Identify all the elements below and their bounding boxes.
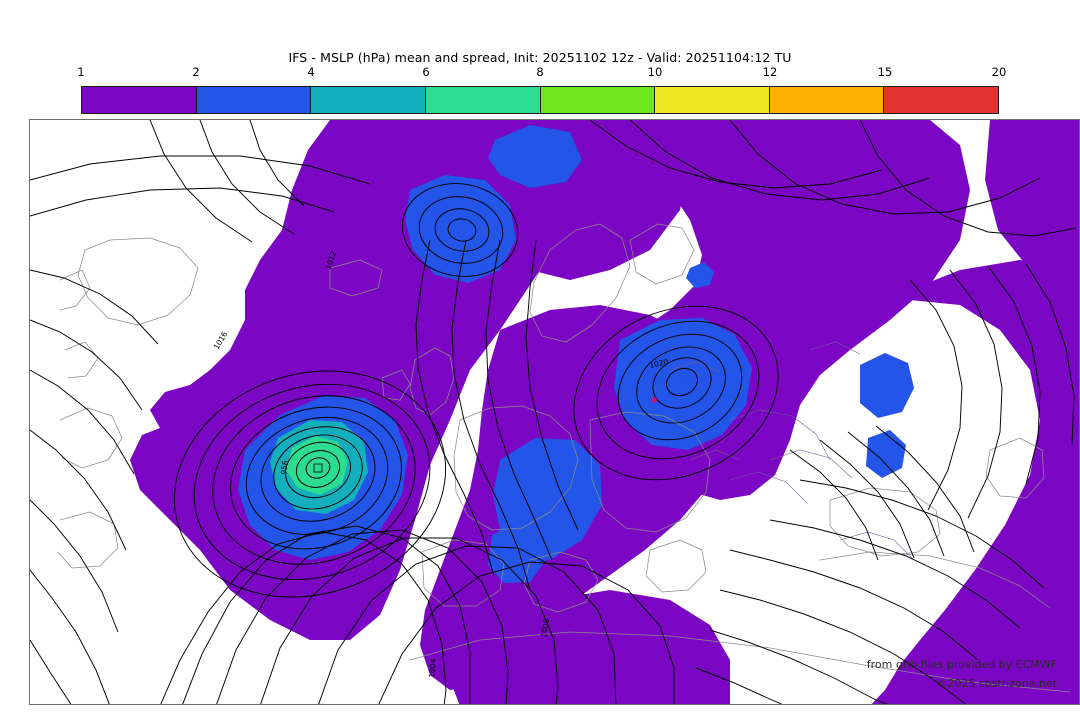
spread-core-blue-iceland: [405, 175, 516, 283]
marker-layer: [313, 397, 657, 473]
border-layer: [669, 341, 915, 561]
coastline-layer: [57, 223, 1071, 693]
colorbar-tick-2: 2: [192, 65, 200, 79]
colorbar-tick-12: 12: [762, 65, 778, 79]
credit-copyright: ©2025 sbstrizone.net: [936, 677, 1057, 690]
map-canvas: 956 1004 1008 1012 1016 1020: [30, 120, 1079, 704]
spread-shading-layer: [130, 120, 1079, 704]
colorbar-tick-15: 15: [877, 65, 893, 79]
colorbar-segment-6-8: [424, 87, 540, 113]
colorbar-tick-labels: 1 2 4 6 8 10 12 15 20: [77, 65, 1006, 83]
colorbar-segment-2-4: [195, 87, 311, 113]
isobar-contour-layer: [30, 120, 1077, 704]
spread-core-blue-baltic-dot: [686, 262, 714, 288]
colorbar-segment-4-6: [310, 87, 425, 113]
contour-label-1020: 1020: [649, 357, 670, 370]
contour-label-1008: 1008: [539, 618, 551, 639]
spread-region-purple-iberia: [450, 590, 730, 704]
colorbar-segment-10-12: [654, 87, 769, 113]
colorbar-tick-1: 1: [77, 65, 85, 79]
colorbar-segment-1-2: [82, 87, 196, 113]
page-title: IFS - MSLP (hPa) mean and spread, Init: …: [288, 50, 792, 65]
spread-region-purple-far-east: [985, 120, 1079, 290]
colorbar-segment-8-10: [539, 87, 655, 113]
spread-core-blue-north: [488, 125, 582, 188]
colorbar-tick-6: 6: [422, 65, 430, 79]
spread-core-blue-med: [488, 520, 546, 583]
colorbar-strip: [81, 86, 999, 114]
colorbar-segment-15-20: [883, 87, 998, 113]
colorbar: 1 2 4 6 8 10 12 15 20: [77, 65, 1006, 114]
colorbar-segment-12-15: [768, 87, 884, 113]
credit-source: from grib files provided by ECMWF: [866, 658, 1057, 671]
contour-label-956: 956: [279, 460, 290, 476]
low-center-box: [313, 463, 323, 473]
spread-region-purple-east: [860, 260, 1079, 704]
colorbar-tick-4: 4: [307, 65, 315, 79]
colorbar-tick-10: 10: [647, 65, 663, 79]
colorbar-tick-8: 8: [536, 65, 544, 79]
spread-region-purple-iceland: [360, 120, 690, 280]
spread-core-blue-italy: [860, 353, 914, 418]
weather-map[interactable]: 956 1004 1008 1012 1016 1020 from grib f…: [29, 119, 1080, 705]
spread-core-blue-adriatic: [866, 430, 906, 478]
colorbar-tick-20: 20: [991, 65, 1007, 79]
contour-label-1004: 1004: [427, 658, 438, 678]
low-center-marker: [651, 397, 657, 403]
contour-label-1016: 1016: [212, 330, 229, 351]
